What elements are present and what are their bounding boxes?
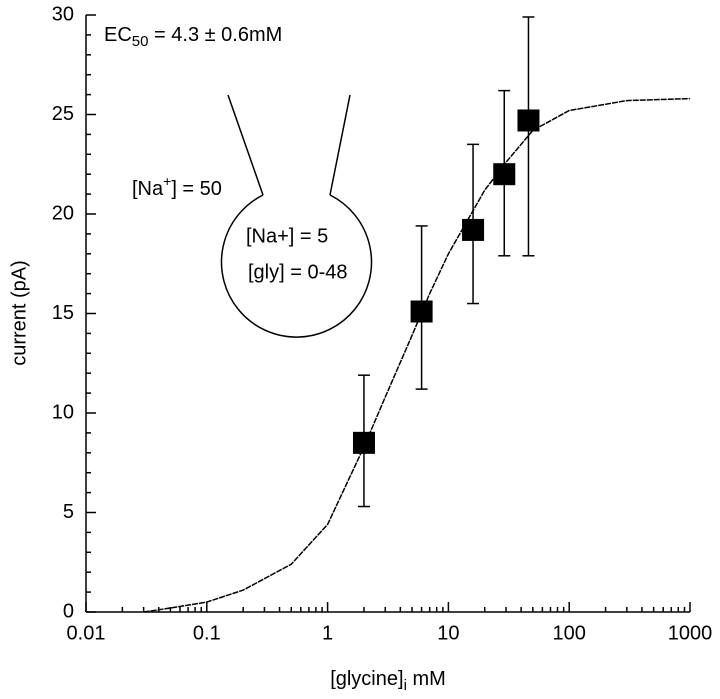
- x-tick-label: 100: [553, 622, 586, 644]
- data-point: [462, 218, 485, 241]
- x-tick-label: 1: [322, 622, 333, 644]
- fit-curve: [143, 97, 691, 613]
- data-point: [352, 431, 375, 454]
- pipette-annotation: [Na+] = 5: [246, 225, 328, 247]
- y-tick-label: 20: [52, 202, 74, 224]
- data-point: [410, 300, 433, 323]
- x-tick-label: 1000: [668, 622, 713, 644]
- cell-outline: [220, 194, 373, 338]
- y-tick-label: 25: [52, 103, 74, 125]
- data-point: [493, 163, 516, 186]
- y-tick-label: 0: [63, 600, 74, 622]
- x-tick-label: 0.01: [67, 622, 106, 644]
- y-tick-label: 15: [52, 302, 74, 324]
- pipette-wall: [227, 94, 264, 196]
- y-tick-label: 10: [52, 401, 74, 423]
- y-tick-label: 5: [63, 501, 74, 523]
- pipette-wall: [329, 94, 351, 196]
- pipette-annotation: [gly] = 0-48: [248, 261, 348, 283]
- data-point: [517, 109, 540, 132]
- x-tick-label: 10: [437, 622, 459, 644]
- y-tick-label: 30: [52, 3, 74, 25]
- x-tick-label: 0.1: [193, 622, 221, 644]
- ec50-annotation: EC50 = 4.3 ± 0.6mM: [104, 24, 282, 50]
- bath-annotation: [Na+] = 50: [132, 173, 222, 201]
- y-axis-label: current (pA): [8, 260, 30, 366]
- x-axis-label: [glycine]i mM: [330, 668, 446, 694]
